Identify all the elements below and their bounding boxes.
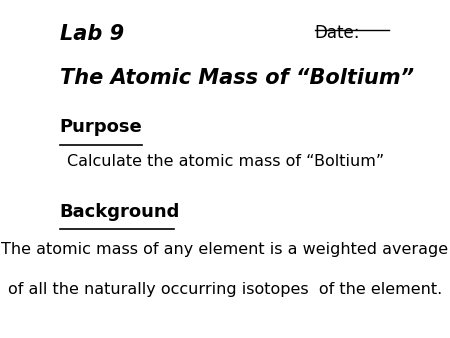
Text: of all the naturally occurring isotopes  of the element.: of all the naturally occurring isotopes … (8, 282, 442, 297)
Text: Background: Background (60, 203, 180, 221)
Text: Purpose: Purpose (60, 118, 143, 136)
Text: The Atomic Mass of “Boltium”: The Atomic Mass of “Boltium” (60, 68, 414, 88)
Text: Date:: Date: (315, 24, 360, 42)
Text: Lab 9: Lab 9 (60, 24, 124, 44)
Text: The atomic mass of any element is a weighted average: The atomic mass of any element is a weig… (1, 242, 449, 257)
Text: Calculate the atomic mass of “Boltium”: Calculate the atomic mass of “Boltium” (67, 154, 384, 169)
